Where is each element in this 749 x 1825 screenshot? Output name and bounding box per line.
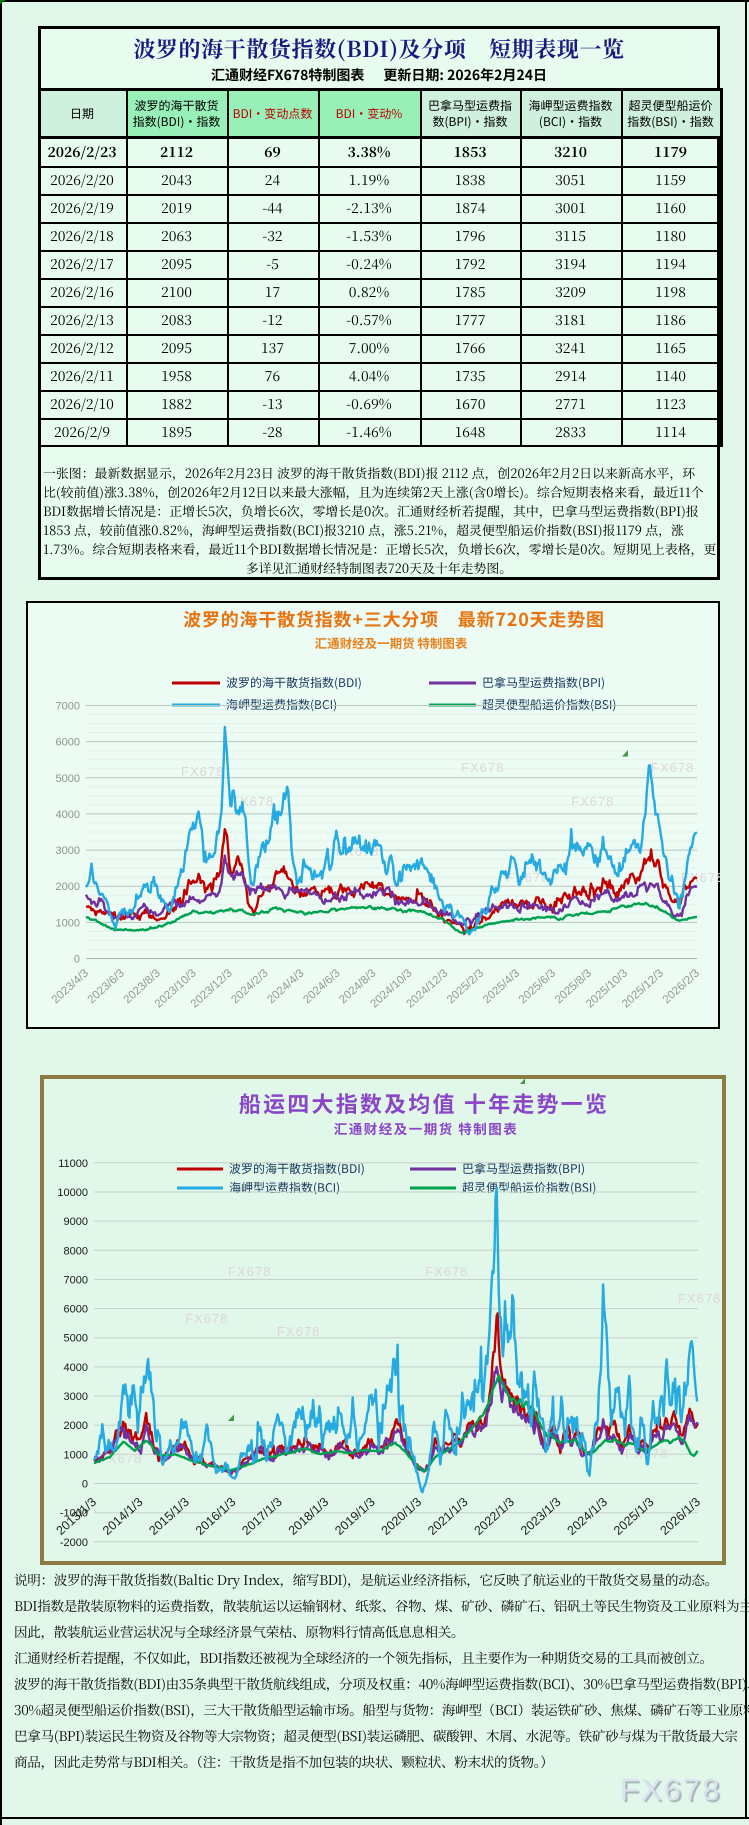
- svg-text:0: 0: [82, 1479, 88, 1491]
- svg-text:3000: 3000: [64, 1391, 88, 1403]
- svg-text:波罗的海干散货指数(BDI): 波罗的海干散货指数(BDI): [229, 1160, 365, 1177]
- svg-text:8000: 8000: [64, 1245, 88, 1257]
- svg-text:2016/1/3: 2016/1/3: [193, 1495, 239, 1538]
- svg-text:波罗的海干散货指数(BDI): 波罗的海干散货指数(BDI): [226, 674, 362, 691]
- svg-text:2023/4/3: 2023/4/3: [50, 967, 91, 1006]
- svg-text:巴拿马型运费指数(BPI): 巴拿马型运费指数(BPI): [462, 1160, 585, 1177]
- svg-text:FX678: FX678: [185, 1311, 228, 1326]
- svg-text:巴拿马型运费指数(BPI): 巴拿马型运费指数(BPI): [482, 674, 605, 691]
- svg-text:FX678: FX678: [651, 760, 694, 775]
- svg-text:5000: 5000: [56, 773, 80, 785]
- svg-text:2026/2/3: 2026/2/3: [661, 967, 702, 1006]
- svg-text:1000: 1000: [64, 1449, 88, 1461]
- svg-text:FX678: FX678: [231, 794, 274, 809]
- svg-text:6000: 6000: [64, 1304, 88, 1316]
- svg-text:超灵便型船运价指数(BSI): 超灵便型船运价指数(BSI): [462, 1179, 597, 1196]
- svg-text:2018/1/3: 2018/1/3: [286, 1495, 332, 1538]
- svg-text:2020/1/3: 2020/1/3: [379, 1495, 425, 1538]
- svg-text:FX678: FX678: [228, 1264, 271, 1279]
- svg-text:2023/1/3: 2023/1/3: [518, 1495, 564, 1538]
- svg-text:2025/4/3: 2025/4/3: [481, 967, 522, 1006]
- svg-text:7000: 7000: [56, 701, 80, 713]
- svg-text:FX678: FX678: [506, 870, 549, 885]
- svg-text:2014/1/3: 2014/1/3: [100, 1495, 146, 1538]
- svg-text:汇通财经及一期货 特制图表: 汇通财经及一期货 特制图表: [334, 1118, 519, 1138]
- svg-text:海岬型运费指数(BCI): 海岬型运费指数(BCI): [229, 1179, 340, 1196]
- svg-text:2024/1/3: 2024/1/3: [565, 1495, 611, 1538]
- svg-text:2024/2/3: 2024/2/3: [229, 967, 270, 1006]
- svg-text:船运四大指数及均值 十年走势一览: 船运四大指数及均值 十年走势一览: [239, 1087, 609, 1119]
- svg-text:2024/6/3: 2024/6/3: [301, 967, 342, 1006]
- svg-text:超灵便型船运价指数(BSI): 超灵便型船运价指数(BSI): [482, 696, 617, 713]
- svg-text:FX678: FX678: [181, 764, 224, 779]
- svg-text:-1000: -1000: [60, 1508, 88, 1520]
- svg-text:6000: 6000: [56, 737, 80, 749]
- svg-text:2000: 2000: [56, 881, 80, 893]
- svg-text:10000: 10000: [57, 1187, 88, 1199]
- svg-text:FX678: FX678: [678, 1291, 721, 1306]
- svg-text:FX678: FX678: [571, 794, 614, 809]
- svg-text:FX678: FX678: [461, 760, 504, 775]
- svg-text:2000: 2000: [64, 1420, 88, 1432]
- svg-text:汇通财经及一期货 特制图表: 汇通财经及一期货 特制图表: [315, 633, 468, 652]
- svg-text:5000: 5000: [64, 1333, 88, 1345]
- svg-text:2022/1/3: 2022/1/3: [472, 1495, 518, 1538]
- svg-text:2024/4/3: 2024/4/3: [265, 967, 306, 1006]
- svg-text:1000: 1000: [56, 917, 80, 929]
- svg-text:2021/1/3: 2021/1/3: [425, 1495, 471, 1538]
- svg-text:-2000: -2000: [60, 1537, 88, 1549]
- svg-text:11000: 11000: [58, 1158, 88, 1170]
- svg-text:4000: 4000: [64, 1362, 88, 1374]
- svg-text:0: 0: [74, 954, 80, 966]
- svg-text:2025/1/3: 2025/1/3: [611, 1495, 657, 1538]
- svg-text:9000: 9000: [64, 1216, 88, 1228]
- svg-text:海岬型运费指数(BCI): 海岬型运费指数(BCI): [226, 696, 337, 713]
- svg-text:波罗的海干散货指数+三大分项 最新720天走势图: 波罗的海干散货指数+三大分项 最新720天走势图: [183, 606, 605, 632]
- svg-text:2026/1/3: 2026/1/3: [657, 1495, 703, 1538]
- svg-text:2025/6/3: 2025/6/3: [517, 967, 558, 1006]
- svg-text:FX678: FX678: [277, 1324, 320, 1339]
- svg-text:2015/1/3: 2015/1/3: [146, 1495, 192, 1538]
- svg-text:7000: 7000: [64, 1274, 88, 1286]
- svg-text:2025/2/3: 2025/2/3: [445, 967, 486, 1006]
- svg-text:FX678: FX678: [425, 1264, 468, 1279]
- svg-text:2017/1/3: 2017/1/3: [239, 1495, 285, 1538]
- svg-text:2019/1/3: 2019/1/3: [332, 1495, 378, 1538]
- svg-text:3000: 3000: [56, 845, 80, 857]
- svg-text:4000: 4000: [56, 809, 80, 821]
- svg-text:2023/6/3: 2023/6/3: [86, 967, 127, 1006]
- svg-text:FX678: FX678: [99, 1451, 142, 1466]
